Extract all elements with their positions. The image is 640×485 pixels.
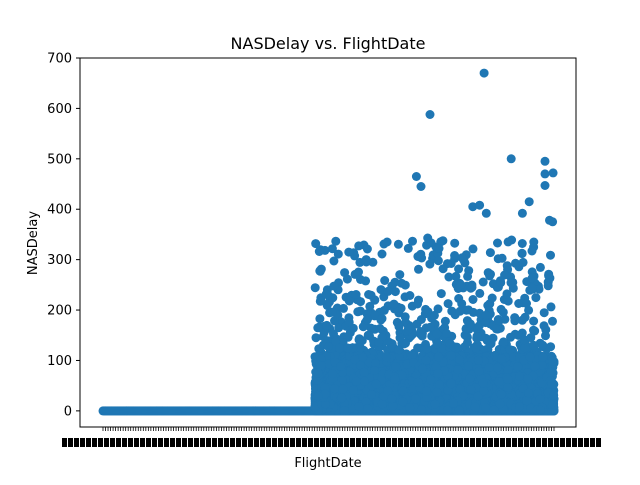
data-point bbox=[506, 332, 515, 342]
data-point bbox=[319, 327, 329, 337]
data-point bbox=[315, 314, 325, 324]
data-point bbox=[486, 339, 496, 349]
data-point bbox=[366, 323, 376, 333]
data-point bbox=[447, 306, 457, 316]
data-point bbox=[539, 308, 549, 318]
data-point bbox=[548, 316, 557, 326]
data-point bbox=[365, 331, 374, 341]
data-point bbox=[358, 322, 368, 332]
points-layer bbox=[98, 68, 559, 416]
